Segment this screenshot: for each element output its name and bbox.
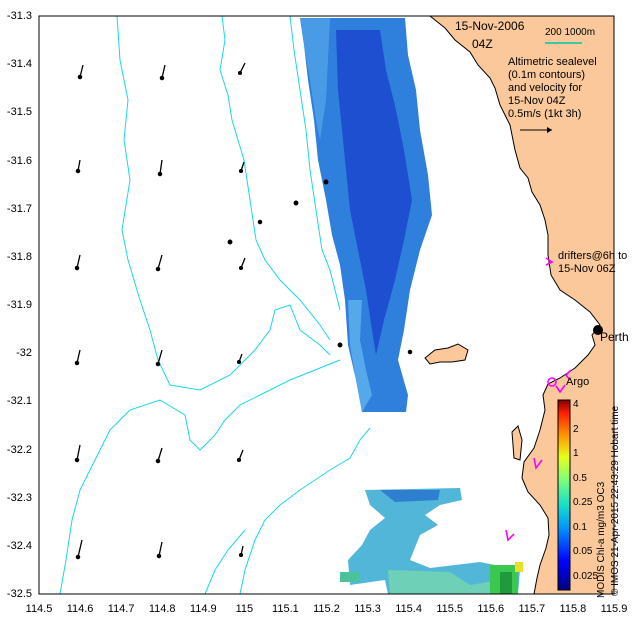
sealevel-contours bbox=[59, 15, 371, 595]
colorbar-tick-label: 0.25 bbox=[573, 497, 593, 508]
x-tick-label: 115.4 bbox=[395, 603, 422, 615]
map-time: 04Z bbox=[472, 37, 493, 51]
colorbar-tick-label: 0.025 bbox=[573, 570, 599, 582]
legend-line-2: (0.1m contours) bbox=[508, 69, 586, 81]
x-tick-label: 115.5 bbox=[436, 603, 464, 615]
legend-line-1: Altimetric sealevel bbox=[508, 56, 597, 68]
argo-label: Argo bbox=[566, 376, 590, 388]
x-tick-label: 114.8 bbox=[148, 603, 176, 615]
x-tick-label: 115.8 bbox=[559, 603, 587, 615]
drifter-tracks bbox=[505, 257, 572, 542]
colorbar-tick-label: 0.1 bbox=[573, 521, 587, 533]
x-tick-label: 115 bbox=[235, 603, 254, 615]
y-tick-label: -32.4 bbox=[6, 539, 32, 552]
y-tick-label: -32.2 bbox=[6, 443, 32, 456]
legend-line-3: and velocity for bbox=[508, 82, 582, 94]
x-tick-label: 115.3 bbox=[354, 603, 381, 615]
colorbar-label: MODIS Chl-a mg/m3 OC3 bbox=[596, 481, 607, 598]
map-date: 15-Nov-2006 bbox=[455, 19, 525, 33]
x-tick-label: 114.7 bbox=[107, 603, 135, 615]
scale-label: 200 1000m bbox=[545, 27, 596, 38]
x-tick-label: 115.1 bbox=[272, 603, 299, 615]
y-tick-label: -32.3 bbox=[6, 491, 32, 504]
y-tick-label: -31.6 bbox=[6, 154, 32, 167]
colorbar-tick-label: 2 bbox=[573, 423, 579, 435]
x-tick-label: 114.6 bbox=[66, 603, 94, 615]
colorbar-tick-label: 1 bbox=[573, 448, 579, 459]
x-tick-label: 114.5 bbox=[25, 603, 53, 615]
x-tick-label: 115.7 bbox=[518, 603, 546, 615]
plot-frame bbox=[38, 15, 615, 595]
colorbar bbox=[557, 399, 571, 591]
island bbox=[424, 343, 469, 365]
chlorophyll-south bbox=[340, 488, 523, 594]
perth-label: Perth bbox=[600, 330, 629, 344]
y-tick-label: -32.5 bbox=[6, 588, 32, 601]
colorbar-tick-label: 4 bbox=[573, 399, 579, 410]
colorbar-tick-label: 0.05 bbox=[573, 546, 593, 557]
y-tick-label: -31.4 bbox=[6, 58, 32, 71]
y-tick-label: -31.3 bbox=[6, 10, 32, 22]
x-tick-label: 115.2 bbox=[313, 603, 340, 615]
perth-marker bbox=[593, 325, 603, 335]
credit-text: © IMOS 21-Apr-2015 22:43:29 Hobart time bbox=[610, 405, 621, 596]
velocity-arrows bbox=[74, 62, 413, 560]
drifters-line-1: drifters@6h to bbox=[558, 250, 628, 262]
y-tick-label: -32 bbox=[16, 347, 32, 360]
y-tick-label: -31.5 bbox=[6, 106, 32, 119]
drifters-line-2: 15-Nov 06Z bbox=[558, 263, 616, 275]
island-south bbox=[511, 425, 523, 461]
y-tick-label: -31.7 bbox=[6, 202, 32, 215]
chlorophyll-swath bbox=[300, 18, 432, 412]
y-tick-label: -31.9 bbox=[6, 299, 32, 312]
x-tick-label: 115.6 bbox=[477, 603, 505, 615]
x-tick-label: 114.9 bbox=[189, 603, 217, 615]
legend-line-4: 15-Nov 04Z bbox=[508, 95, 566, 107]
x-tick-label: 115.9 bbox=[600, 603, 628, 615]
colorbar-tick-label: 0.5 bbox=[573, 472, 587, 484]
y-tick-label: -32.1 bbox=[6, 395, 32, 408]
legend-line-5: 0.5m/s (1kt 3h) bbox=[508, 108, 582, 120]
y-tick-label: -31.8 bbox=[6, 250, 32, 263]
